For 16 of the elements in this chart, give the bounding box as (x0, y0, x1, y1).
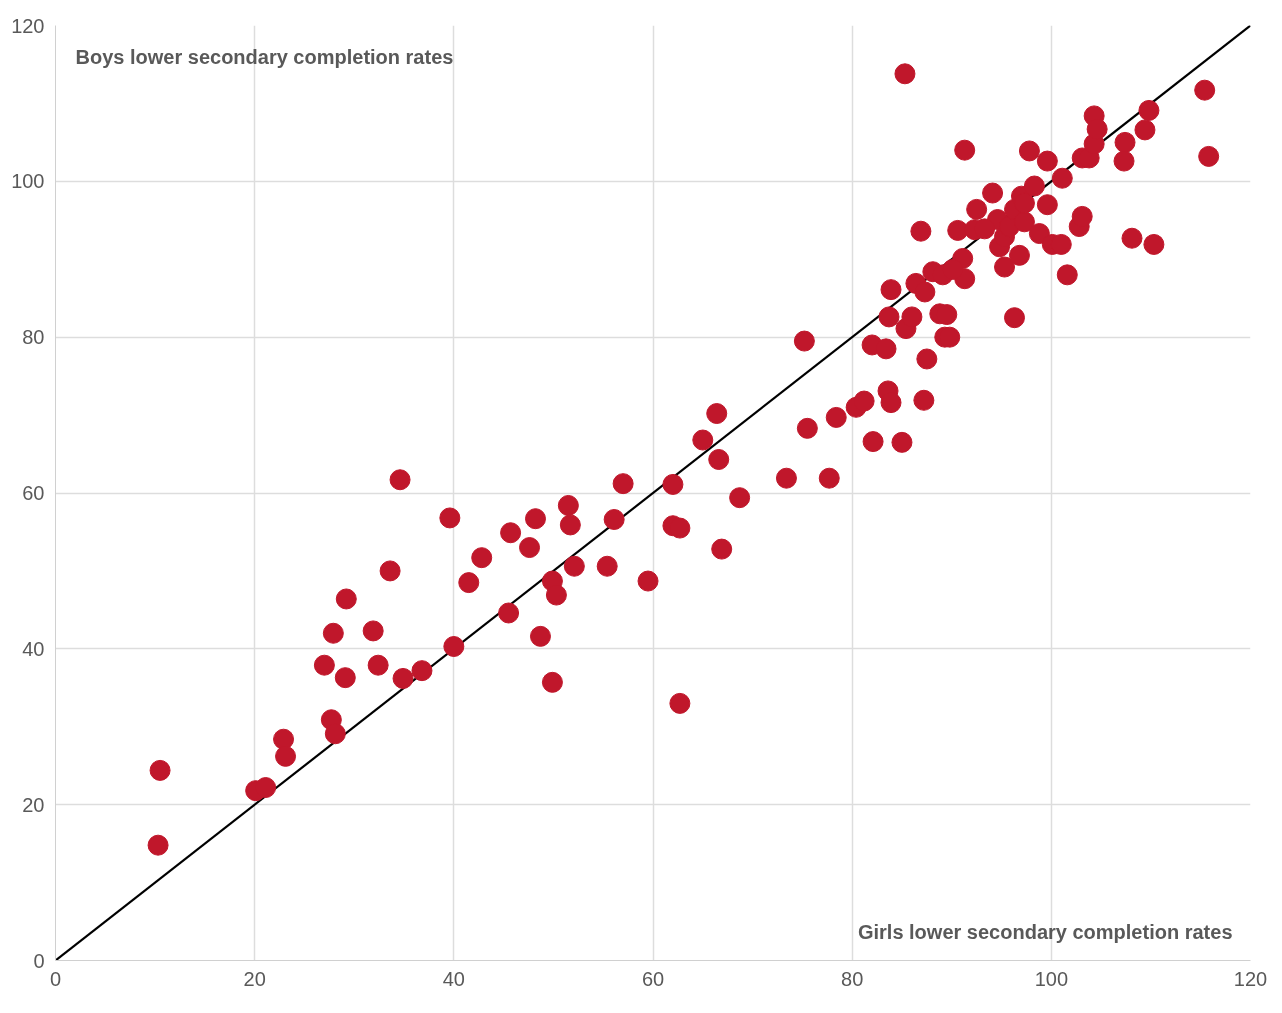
x-tick-label: 60 (641, 967, 665, 990)
y-tick-label: 40 (22, 637, 45, 660)
y-axis-title: Boys lower secondary completion rates (75, 45, 454, 68)
x-tick-label: 0 (49, 967, 62, 990)
x-tick-label: 40 (442, 967, 465, 990)
y-tick-label: 120 (11, 14, 45, 37)
x-tick-label: 100 (1034, 967, 1069, 990)
y-tick-label: 100 (11, 170, 45, 193)
x-axis-title: Girls lower secondary completion rates (857, 920, 1233, 943)
y-tick-label: 60 (22, 482, 45, 504)
y-tick-label: 20 (22, 793, 45, 816)
x-tick-label: 20 (243, 967, 266, 990)
x-tick-label: 80 (841, 967, 864, 990)
y-tick-label: 80 (22, 326, 45, 349)
x-tick-label: 120 (1233, 967, 1268, 990)
y-tick-label: 0 (33, 949, 45, 972)
